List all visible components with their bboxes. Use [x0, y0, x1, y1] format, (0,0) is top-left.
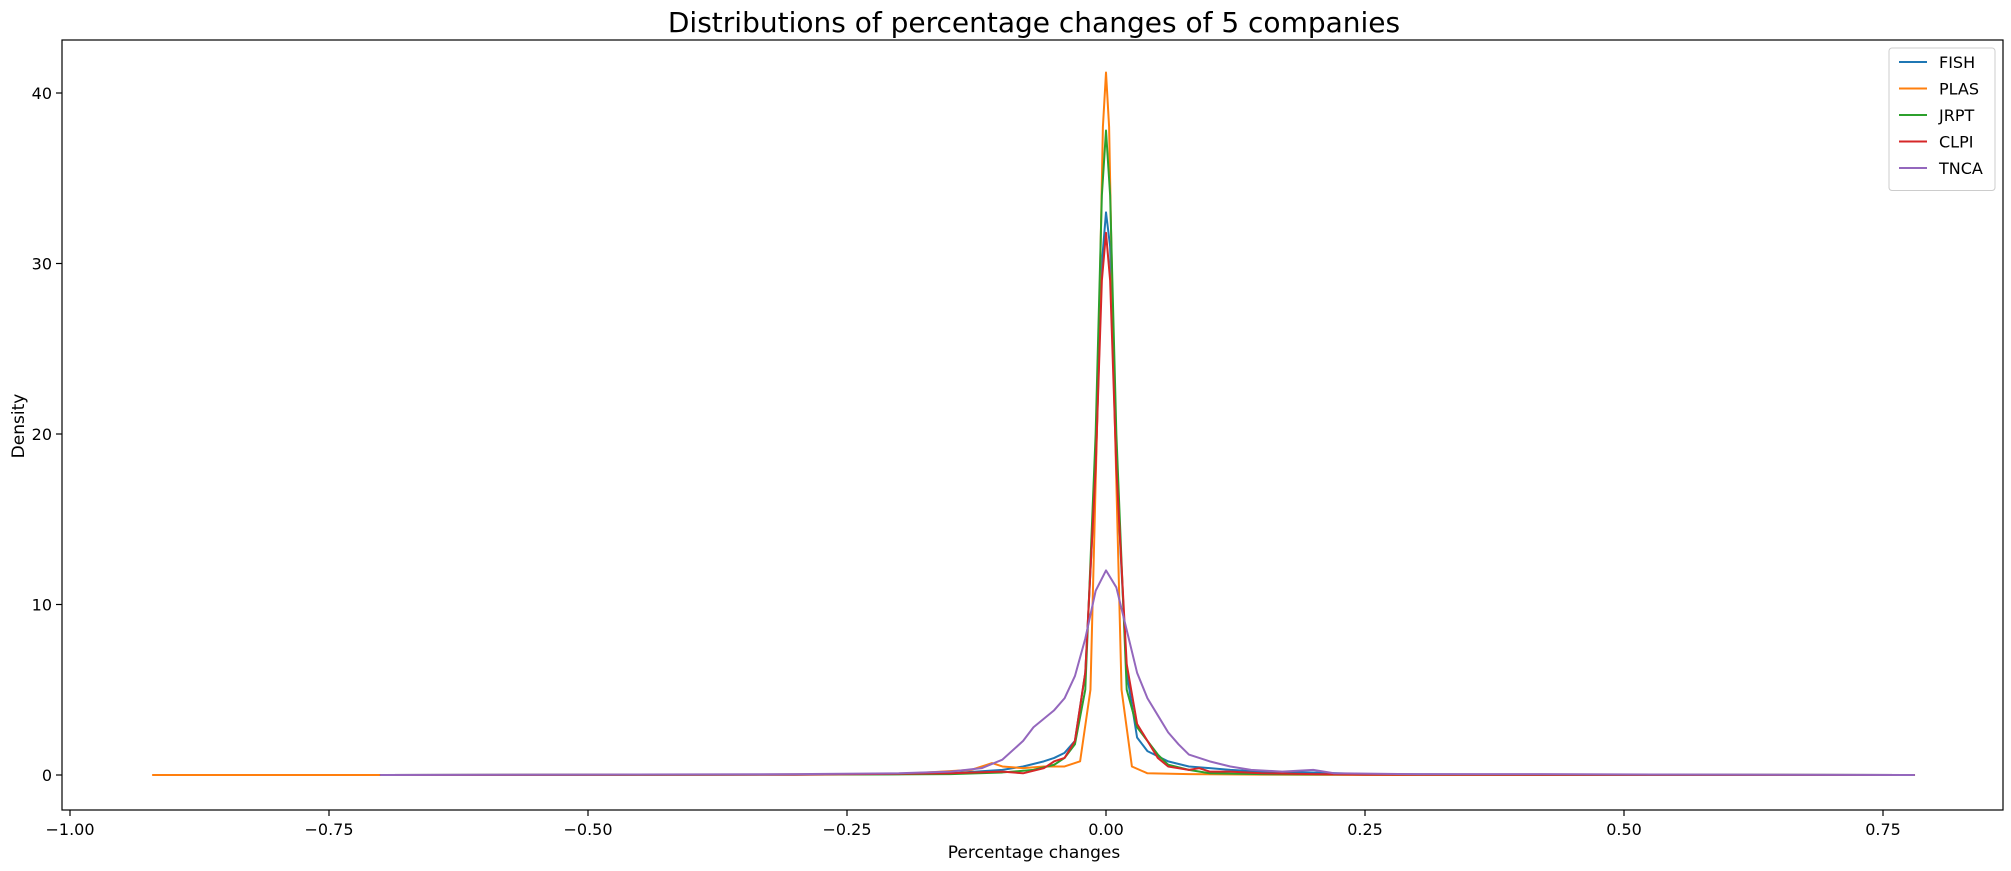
- legend-label-plas: PLAS: [1939, 80, 1979, 99]
- x-tick-label: 0.50: [1606, 820, 1642, 839]
- series-line-clpi: [379, 231, 1916, 776]
- x-tick-label: −0.50: [563, 820, 612, 839]
- legend-label-fish: FISH: [1939, 53, 1975, 72]
- x-tick-label: −1.00: [45, 820, 94, 839]
- x-tick-label: 0.00: [1088, 820, 1124, 839]
- y-tick-label: 20: [32, 425, 52, 444]
- x-tick-label: −0.25: [822, 820, 871, 839]
- x-tick-label: −0.75: [304, 820, 353, 839]
- series-line-jrpt: [379, 129, 1916, 776]
- x-tick-label: 0.25: [1347, 820, 1383, 839]
- y-axis-label: Density: [9, 394, 29, 459]
- plot-frame: [61, 39, 2004, 811]
- series-line-tnca: [379, 569, 1916, 776]
- y-tick-label: 30: [32, 255, 52, 274]
- y-tick-label: 10: [32, 596, 52, 615]
- x-axis-label: Percentage changes: [948, 843, 1121, 863]
- legend-label-tnca: TNCA: [1938, 159, 1983, 178]
- series-line-plas: [151, 71, 1916, 776]
- legend-box: [1888, 47, 1996, 191]
- chart-title: Distributions of percentage changes of 5…: [668, 6, 1400, 39]
- x-tick-label: 0.75: [1865, 820, 1901, 839]
- y-tick-label: 40: [32, 84, 52, 103]
- y-axis: 0 10 20 30 40: [32, 84, 62, 785]
- legend-label-clpi: CLPI: [1939, 133, 1973, 152]
- legend: FISH PLAS JRPT CLPI TNCA: [1888, 47, 1996, 191]
- x-axis: −1.00 −0.75 −0.50 −0.25 0.00 0.25 0.50 0.75: [45, 810, 1901, 839]
- y-tick-label: 0: [42, 766, 52, 785]
- legend-label-jrpt: JRPT: [1938, 106, 1974, 125]
- plot-area: [151, 71, 1916, 776]
